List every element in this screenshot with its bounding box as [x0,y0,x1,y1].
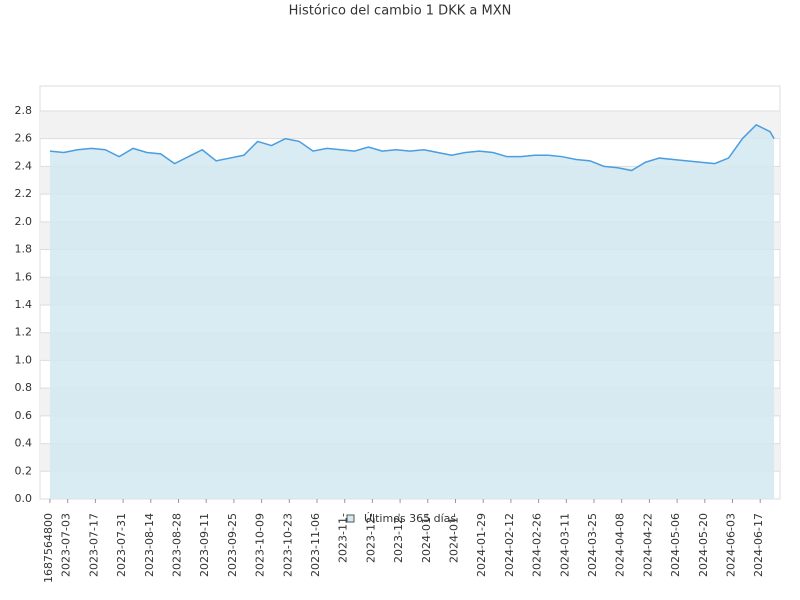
x-tick-label: 2024-05-06 [669,513,682,577]
y-tick-label: 1.8 [15,243,33,256]
y-tick-label: 2.6 [15,132,33,145]
x-tick-label: 2024-04-22 [641,513,654,577]
x-tick-label: 2024-02-26 [531,513,544,577]
y-tick-label: 1.2 [15,326,33,339]
x-tick-label: 2023-10-09 [254,513,267,577]
x-tick-label: 2024-04-08 [614,513,627,577]
x-tick-label: 2023-07-31 [115,513,128,577]
x-tick-label: 2024-06-03 [725,513,738,577]
x-tick-label: 2023-10-23 [281,513,294,577]
x-tick-label: 2023-08-28 [171,513,184,577]
y-tick-label: 2.0 [15,215,33,228]
x-tick-label: 2024-01- [420,513,433,563]
legend-label: Últimos 365 días [364,512,456,525]
legend-swatch [346,514,355,523]
y-tick-label: 2.8 [15,104,33,117]
area [49,124,775,500]
x-tick-label: 2024-06-17 [752,513,765,577]
y-tick-label: 2.4 [15,159,33,172]
x-tick-label: 1687564800 [42,513,55,583]
y-tick-label: 0.2 [15,464,33,477]
y-tick-label: 0.4 [15,437,33,450]
x-tick-label: 2023-09-11 [198,513,211,577]
x-tick-label: 2023-11-06 [309,513,322,577]
x-tick-label: 2024-01-29 [475,513,488,577]
x-tick-label: 2024-03-11 [558,513,571,577]
line [49,123,775,172]
grid-band [40,110,780,139]
y-tick-label: 0.8 [15,381,33,394]
x-tick-label: 2024-05-20 [697,513,710,577]
x-tick-label: 2023-09-25 [226,513,239,577]
y-tick-label: 1.4 [15,298,33,311]
y-tick-label: 1.0 [15,353,33,366]
x-tick-label: 2023-12- [392,513,405,563]
y-tick-label: 1.6 [15,270,33,283]
x-tick-label: 2023-12- [364,513,377,563]
x-tick-label: 2023-07-17 [87,513,100,577]
x-tick-label: 2023-08-14 [143,513,156,577]
y-tick-label: 0.6 [15,409,33,422]
y-tick-label: 0.0 [15,492,33,505]
x-tick-label: 2024-02-12 [503,513,516,577]
chart-title: Histórico del cambio 1 DKK a MXN [289,4,512,19]
x-tick-label: 2024-01- [448,513,461,563]
y-tick-label: 2.2 [15,187,33,200]
x-tick-label: 2023-07-03 [60,513,73,577]
x-tick-label: 2024-03-25 [586,513,599,577]
x-tick-label: 2023-11- [337,513,350,563]
